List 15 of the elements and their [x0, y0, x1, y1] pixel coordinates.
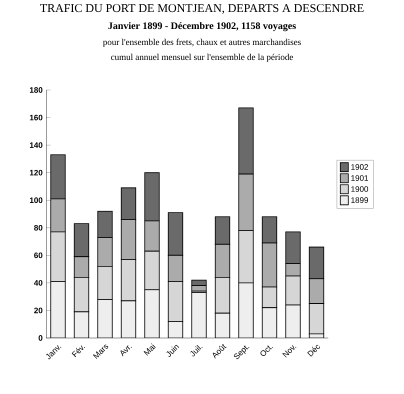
chart-title: TRAFIC DU PORT DE MONTJEAN, DEPARTS A DESCENDRE: [40, 4, 364, 14]
bar: [50, 281, 66, 338]
chart-subtitle: Janvier 1899 - Décembre 1902, 1158 voyages: [108, 22, 296, 32]
bar: [97, 299, 113, 338]
text: cumul annuel mensuel sur l'ensemble de la période: [111, 54, 294, 62]
bar: [285, 304, 301, 338]
bar: [74, 311, 90, 338]
bar: [120, 300, 136, 338]
bar: [214, 312, 230, 338]
bar: [144, 289, 160, 338]
bar: [168, 321, 184, 338]
text: pour l'ensemble des frets, chaux et autres marchandises: [102, 38, 301, 47]
bar: [262, 307, 278, 338]
bar: [191, 292, 207, 338]
bar: [238, 282, 254, 338]
